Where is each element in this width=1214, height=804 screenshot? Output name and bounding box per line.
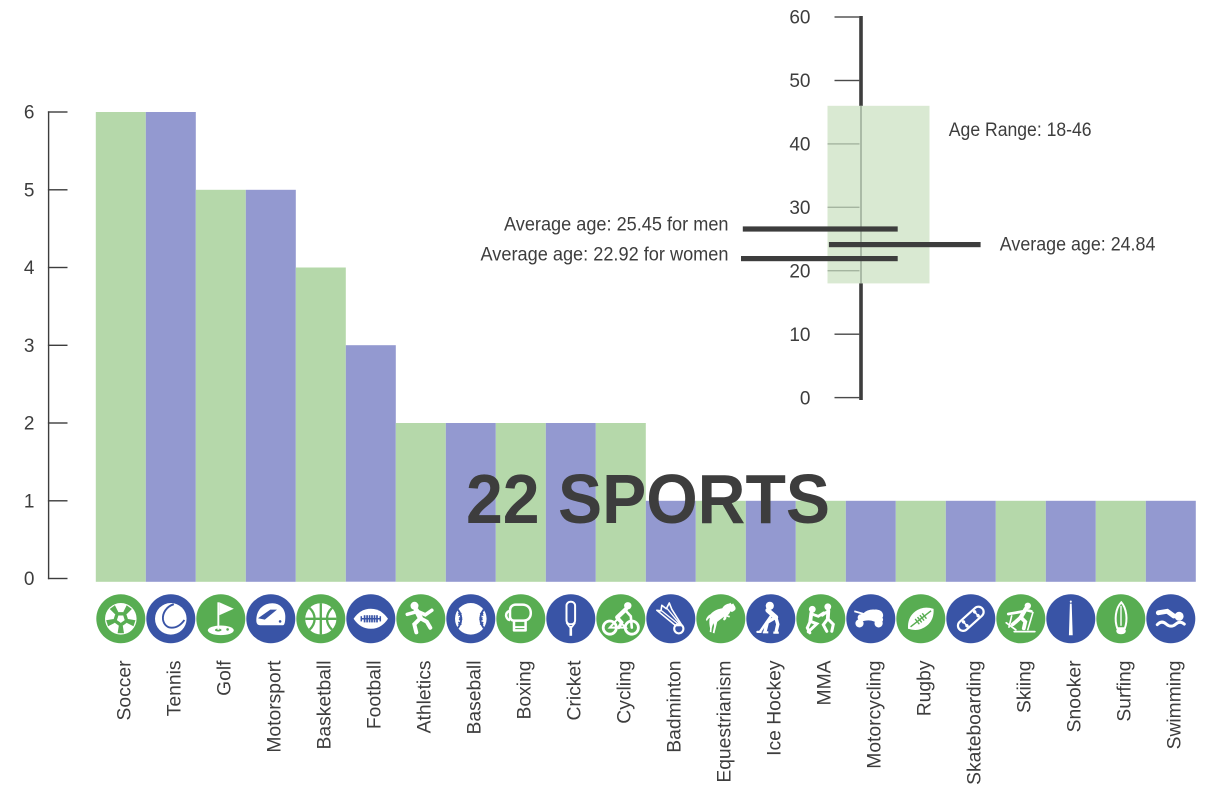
- svg-text:22 SPORTS: 22 SPORTS: [466, 460, 830, 538]
- svg-text:Average age: 22.92 for women: Average age: 22.92 for women: [481, 245, 729, 266]
- svg-text:Athletics: Athletics: [415, 661, 436, 734]
- svg-text:Cycling: Cycling: [615, 661, 636, 724]
- svg-text:Football: Football: [365, 661, 386, 730]
- svg-text:30: 30: [789, 198, 810, 219]
- svg-text:Basketball: Basketball: [315, 661, 336, 750]
- svg-text:Rugby: Rugby: [915, 660, 936, 716]
- svg-text:Ice Hockey: Ice Hockey: [765, 660, 786, 756]
- svg-text:Tennis: Tennis: [165, 661, 186, 717]
- svg-text:0: 0: [24, 569, 35, 590]
- svg-text:Snooker: Snooker: [1065, 660, 1086, 732]
- svg-text:Surfing: Surfing: [1115, 661, 1136, 722]
- svg-text:Motorsport: Motorsport: [265, 660, 286, 753]
- svg-text:Soccer: Soccer: [115, 660, 136, 721]
- svg-text:5: 5: [24, 180, 35, 201]
- svg-text:40: 40: [789, 135, 810, 156]
- svg-text:1: 1: [24, 491, 35, 512]
- svg-text:6: 6: [24, 103, 35, 124]
- svg-text:Average age: 24.84: Average age: 24.84: [1000, 234, 1156, 255]
- svg-text:Motorcycling: Motorcycling: [865, 661, 886, 769]
- svg-text:Skateboarding: Skateboarding: [965, 661, 986, 785]
- svg-text:20: 20: [789, 261, 810, 282]
- svg-text:3: 3: [24, 336, 35, 357]
- svg-text:Cricket: Cricket: [565, 660, 586, 721]
- svg-text:Swimming: Swimming: [1165, 661, 1186, 750]
- svg-text:Baseball: Baseball: [465, 661, 486, 735]
- svg-text:10: 10: [789, 325, 810, 346]
- svg-text:Equestrianism: Equestrianism: [715, 661, 736, 783]
- svg-text:Boxing: Boxing: [515, 661, 536, 720]
- svg-text:Skiing: Skiing: [1015, 661, 1036, 714]
- svg-text:Golf: Golf: [215, 660, 236, 696]
- svg-text:50: 50: [789, 71, 810, 92]
- svg-text:Badminton: Badminton: [665, 661, 686, 753]
- svg-text:Age Range: 18-46: Age Range: 18-46: [949, 120, 1092, 141]
- svg-text:4: 4: [24, 258, 35, 279]
- svg-text:Average age: 25.45 for men: Average age: 25.45 for men: [504, 215, 729, 236]
- svg-text:2: 2: [24, 414, 35, 435]
- svg-text:MMA: MMA: [815, 660, 836, 705]
- svg-text:0: 0: [800, 388, 811, 409]
- svg-text:60: 60: [789, 8, 810, 29]
